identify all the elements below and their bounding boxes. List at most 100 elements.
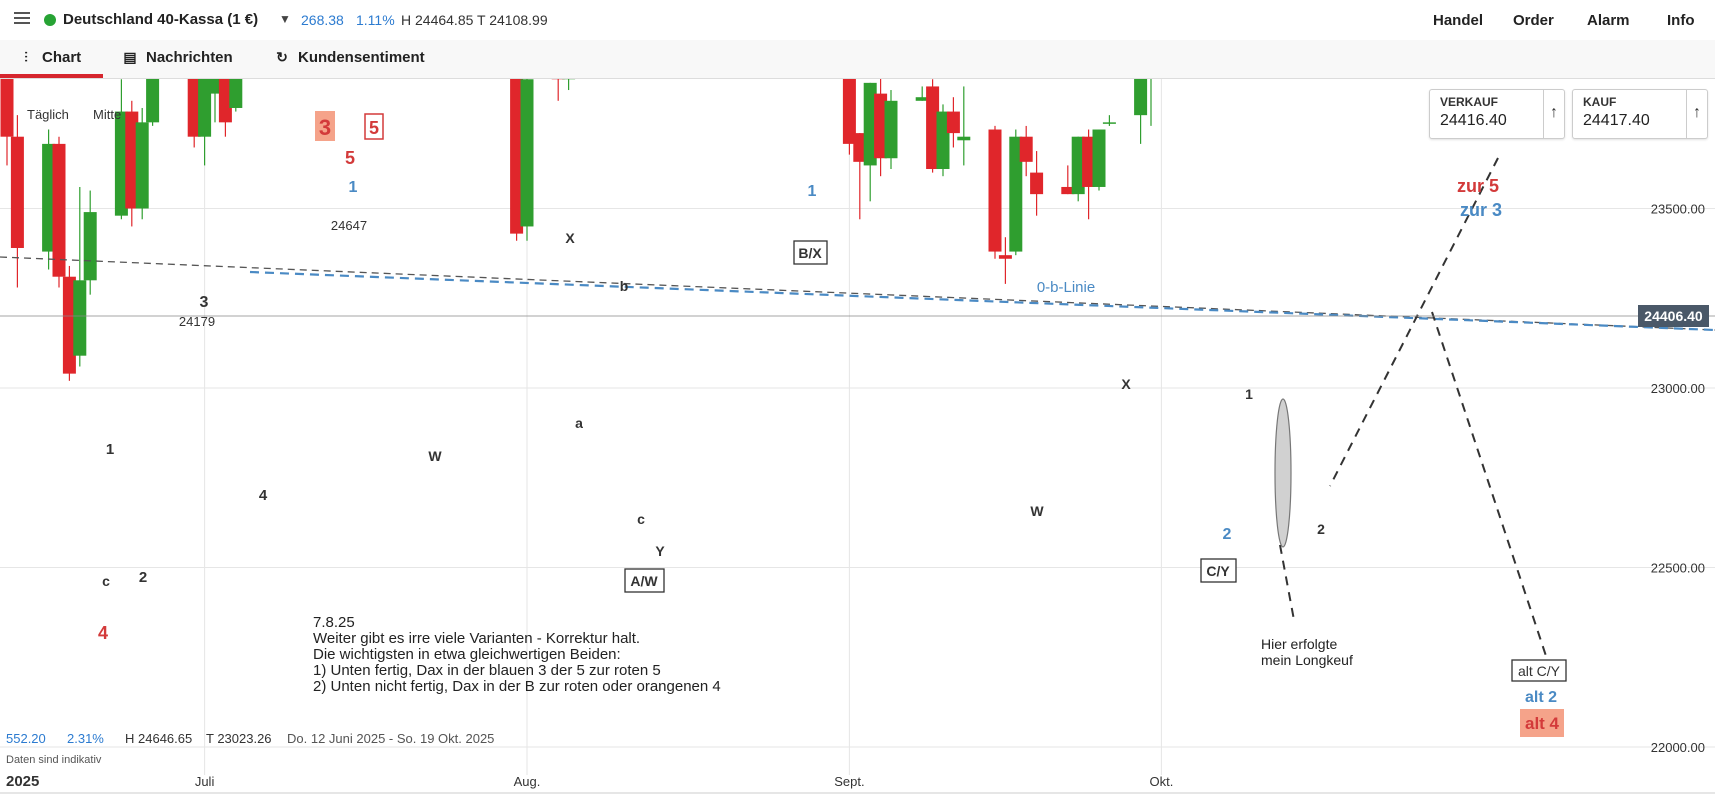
x-tick-label: 2025 [6, 773, 39, 790]
price-label-24179: 24179 [179, 314, 215, 329]
wave-label-1-blue-aug: 1 [808, 183, 817, 200]
candle-body [1102, 122, 1116, 124]
candle [1009, 129, 1023, 256]
candle [874, 79, 888, 177]
buy-label: KAUF [1583, 95, 1617, 109]
menu-info[interactable]: Info [1667, 12, 1695, 29]
menu-alarm[interactable]: Alarm [1587, 12, 1630, 29]
arrow-up-icon: ↑ [1543, 90, 1564, 138]
sell-price: 24416.40 [1440, 112, 1507, 129]
candle [73, 186, 87, 367]
candle-body [1019, 136, 1033, 162]
wave-label-x-sept: X [1121, 376, 1131, 392]
candle-body [208, 79, 222, 94]
candle-body [853, 133, 867, 162]
sell-button[interactable]: VERKAUF 24416.40 ↑ [1429, 89, 1565, 139]
x-tick-label: Juli [195, 774, 215, 789]
candle-body [218, 79, 232, 123]
top-bar: Deutschland 40-Kassa (1 €) ▼ 268.38 1.11… [0, 0, 1715, 41]
wave-label-a: a [575, 415, 583, 431]
candle [863, 82, 877, 202]
range-change-points: 552.20 [6, 731, 46, 746]
candle [1092, 129, 1106, 191]
candle-body [1061, 186, 1075, 195]
candle [957, 86, 971, 166]
menu-handel[interactable]: Handel [1433, 12, 1484, 29]
price-label-24647: 24647 [331, 218, 367, 233]
sell-label: VERKAUF [1440, 95, 1499, 109]
resistance-line [0, 256, 1715, 331]
candle-body [842, 79, 856, 144]
candle [146, 79, 160, 126]
buy-price: 24417.40 [1583, 112, 1650, 129]
market-open-indicator [44, 14, 56, 26]
wave-label-alt-4: alt 4 [1525, 714, 1560, 733]
menu-order[interactable]: Order [1513, 12, 1554, 29]
arrow-up-icon: ↑ [1686, 90, 1707, 138]
tab-kundensentiment[interactable]: ↻ Kundensentiment [274, 49, 425, 66]
candle [551, 79, 565, 101]
wave-label-x: X [565, 230, 575, 246]
candle [1134, 79, 1148, 144]
wave-box-bx [793, 240, 828, 265]
wave-box-3 [315, 111, 335, 141]
candle [884, 90, 898, 170]
chevron-down-icon[interactable]: ▼ [279, 12, 291, 26]
tab-nachrichten[interactable]: ▤ Nachrichten [122, 49, 233, 66]
y-tick-label: 22500.00 [1651, 561, 1705, 576]
current-price-tag: 24406.40 [1638, 305, 1709, 327]
wave-label-w: W [428, 448, 442, 464]
candle [853, 133, 867, 220]
target-label-zur-5: zur 5 [1457, 176, 1499, 196]
candle-body [520, 79, 534, 227]
candle-body [1092, 129, 1106, 187]
range-change-percent: 2.31% [67, 731, 104, 746]
candle [510, 79, 524, 241]
note-line-1: 7.8.25 [313, 614, 355, 631]
candle [0, 79, 14, 166]
active-tab-indicator [0, 74, 103, 78]
price-mode-selector[interactable]: Mitte [93, 107, 122, 122]
longkauf-line-2: mein Longkeuf [1261, 652, 1353, 668]
longkauf-ellipse [1274, 398, 1292, 548]
wave-label-c: c [637, 511, 645, 527]
candle-body [135, 122, 149, 209]
tab-chart[interactable]: ⫶ Chart [18, 49, 81, 66]
candle-body [884, 100, 898, 159]
candle [208, 79, 222, 123]
projection-up-line [1329, 157, 1499, 487]
candle-body [957, 136, 971, 141]
tab-nachrichten-label: Nachrichten [146, 49, 233, 66]
tab-bar: ⫶ Chart ▤ Nachrichten ↻ Kundensentiment [0, 40, 1715, 79]
change-percent: 1.11% [356, 12, 395, 28]
interval-selector[interactable]: Täglich [27, 107, 69, 122]
wave-label-c-june: c [102, 573, 110, 589]
candle-body [946, 111, 960, 134]
candle [62, 265, 76, 381]
target-label-zur-3: zur 3 [1460, 200, 1502, 220]
candle [187, 79, 201, 148]
refresh-icon: ↻ [276, 49, 288, 65]
candle-body [187, 79, 201, 137]
candle-body [125, 111, 139, 209]
candle-body [874, 93, 888, 159]
high-low: H 24464.85 T 24108.99 [401, 12, 548, 28]
buy-button[interactable]: KAUF 24417.40 ↑ [1572, 89, 1708, 139]
chart-axes: 22000.0022500.0023000.0023500.0024000.00… [0, 202, 1715, 794]
menu-icon[interactable] [14, 10, 30, 24]
x-tick-label: Okt. [1149, 774, 1173, 789]
wave-box-cy [1200, 558, 1237, 583]
note-line-2: Weiter gibt es irre viele Varianten - Ko… [313, 630, 640, 647]
wave-label-5-red: 5 [345, 148, 355, 168]
drawing-overlay: 3 5 5 1 24647 1 B/X X b 3 24179 a W 1 4 … [0, 111, 1715, 737]
candle-body [915, 97, 929, 101]
wave-label-2-blue: 2 [1223, 526, 1232, 543]
instrument-name[interactable]: Deutschland 40-Kassa (1 €) [63, 11, 259, 28]
candlestick-chart[interactable]: 3 5 5 1 24647 1 B/X X b 3 24179 a W 1 4 … [0, 79, 1715, 795]
day-low: T 24108.99 [477, 12, 548, 28]
wave-box-alt-cy [1511, 659, 1567, 682]
candle [946, 97, 960, 148]
candle [915, 86, 929, 101]
candle [1061, 165, 1075, 195]
note-line-4: 1) Unten fertig, Dax in der blauen 3 der… [313, 662, 661, 679]
